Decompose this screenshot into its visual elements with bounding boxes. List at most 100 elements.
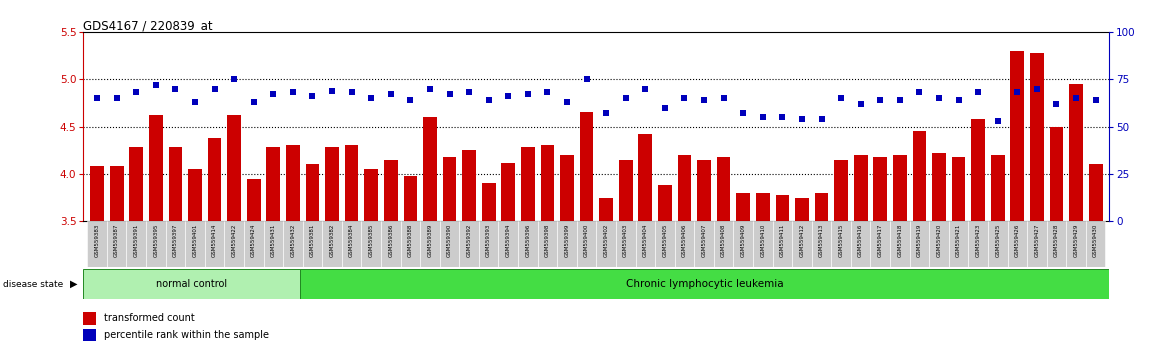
Text: GSM559423: GSM559423: [976, 224, 981, 257]
Bar: [658, 185, 672, 221]
Bar: [1067, 221, 1086, 267]
Text: GSM559391: GSM559391: [133, 224, 139, 257]
Point: [1027, 86, 1046, 92]
Text: GSM559390: GSM559390: [447, 224, 452, 257]
Point: [793, 116, 812, 122]
Bar: [306, 165, 320, 221]
Point: [108, 95, 126, 101]
Point: [185, 99, 204, 105]
Bar: [498, 221, 518, 267]
Point: [675, 95, 694, 101]
Text: GSM559410: GSM559410: [761, 224, 765, 257]
Point: [88, 95, 107, 101]
Point: [871, 97, 889, 103]
Bar: [1047, 221, 1067, 267]
Text: GSM559393: GSM559393: [486, 224, 491, 257]
Point: [362, 95, 381, 101]
Point: [479, 97, 498, 103]
Bar: [1069, 84, 1083, 221]
Bar: [401, 221, 420, 267]
Bar: [792, 221, 812, 267]
Text: GSM559398: GSM559398: [545, 224, 550, 257]
Bar: [442, 157, 456, 221]
Bar: [302, 221, 322, 267]
Text: GSM559416: GSM559416: [858, 224, 863, 257]
Point: [147, 82, 166, 88]
Bar: [90, 166, 104, 221]
Bar: [264, 221, 283, 267]
Point: [774, 114, 792, 120]
Bar: [638, 134, 652, 221]
Point: [401, 97, 419, 103]
Bar: [185, 221, 205, 267]
Bar: [87, 221, 107, 267]
Text: GSM559400: GSM559400: [584, 224, 589, 257]
Text: disease state: disease state: [3, 280, 64, 289]
Text: GSM559383: GSM559383: [95, 224, 100, 257]
Bar: [300, 269, 1109, 299]
Point: [127, 90, 146, 95]
Bar: [812, 221, 831, 267]
Text: GSM559413: GSM559413: [819, 224, 824, 257]
Point: [950, 97, 968, 103]
Text: GSM559397: GSM559397: [173, 224, 178, 257]
Bar: [188, 169, 201, 221]
Point: [930, 95, 948, 101]
Point: [264, 92, 283, 97]
Point: [596, 110, 615, 116]
Point: [695, 97, 713, 103]
Text: GSM559382: GSM559382: [330, 224, 335, 257]
Point: [734, 110, 753, 116]
Text: GSM559381: GSM559381: [310, 224, 315, 257]
Text: ▶: ▶: [69, 279, 76, 289]
Point: [558, 99, 577, 105]
Text: GSM559431: GSM559431: [271, 224, 276, 257]
Point: [1009, 90, 1027, 95]
Bar: [440, 221, 460, 267]
Bar: [695, 221, 713, 267]
Bar: [541, 145, 555, 221]
Text: GSM559384: GSM559384: [349, 224, 354, 257]
Bar: [772, 221, 792, 267]
Bar: [929, 221, 948, 267]
Bar: [796, 198, 808, 221]
Text: GSM559387: GSM559387: [115, 224, 119, 257]
Bar: [910, 221, 929, 267]
Text: GSM559411: GSM559411: [779, 224, 785, 257]
Point: [1047, 101, 1065, 107]
Text: GSM559424: GSM559424: [251, 224, 256, 257]
Bar: [479, 221, 498, 267]
Text: GSM559408: GSM559408: [721, 224, 726, 257]
Bar: [83, 312, 95, 325]
Point: [323, 88, 342, 93]
Point: [225, 76, 243, 82]
Bar: [952, 157, 966, 221]
Point: [616, 95, 635, 101]
Bar: [891, 221, 910, 267]
Point: [244, 99, 263, 105]
Bar: [873, 157, 887, 221]
Text: GSM559414: GSM559414: [212, 224, 217, 257]
Point: [303, 93, 322, 99]
Text: GSM559403: GSM559403: [623, 224, 629, 257]
Bar: [733, 221, 753, 267]
Bar: [384, 160, 397, 221]
Bar: [130, 147, 144, 221]
Text: GSM559385: GSM559385: [368, 224, 374, 257]
Bar: [1011, 51, 1024, 221]
Bar: [381, 221, 401, 267]
Bar: [462, 150, 476, 221]
Bar: [636, 221, 655, 267]
Bar: [83, 269, 300, 299]
Text: GSM559430: GSM559430: [1093, 224, 1098, 257]
Bar: [560, 155, 574, 221]
Bar: [713, 221, 733, 267]
Bar: [286, 145, 300, 221]
Bar: [325, 147, 339, 221]
Text: GSM559422: GSM559422: [232, 224, 236, 257]
Bar: [753, 221, 772, 267]
Bar: [518, 221, 537, 267]
Bar: [225, 221, 244, 267]
Bar: [169, 147, 182, 221]
Bar: [948, 221, 968, 267]
